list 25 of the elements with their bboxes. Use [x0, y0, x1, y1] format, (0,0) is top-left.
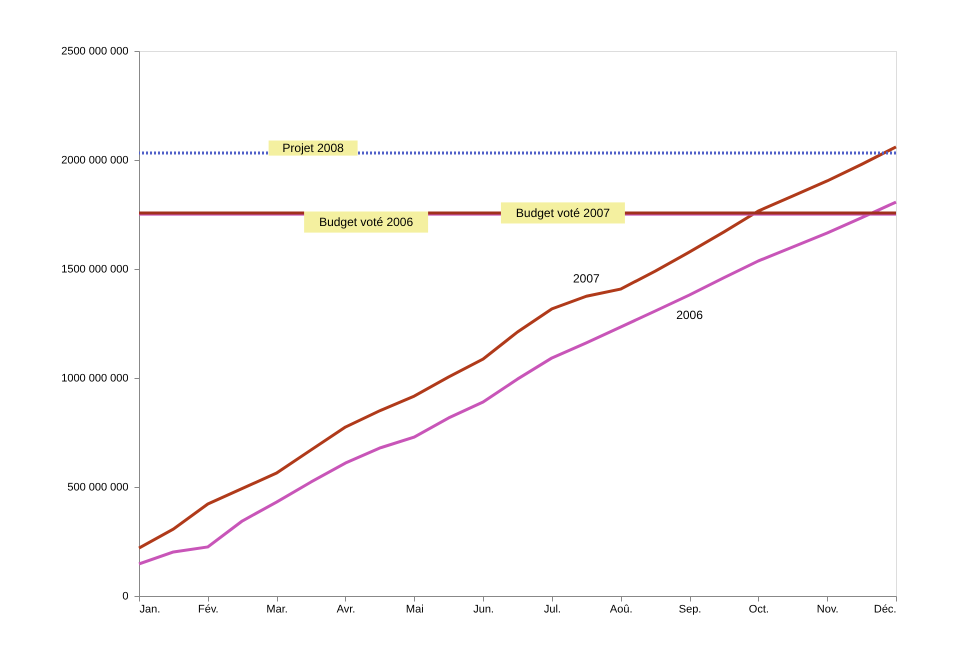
x-tick-label: Jul. — [544, 604, 561, 616]
ref-line-label: Budget voté 2007 — [516, 206, 610, 220]
x-tick-label: Mar. — [266, 604, 288, 616]
series-label: 2007 — [572, 271, 600, 286]
x-tick-label: Sep. — [678, 604, 702, 616]
y-tick-label: 1000 000 000 — [61, 372, 128, 384]
x-tick-label: Fév. — [198, 604, 219, 616]
y-tick-label: 0 — [122, 590, 128, 602]
x-tick-label: Jan. — [140, 604, 160, 616]
x-tick-label: Avr. — [336, 604, 356, 616]
x-tick-label: Aoû. — [610, 604, 633, 616]
y-tick-label: 2000 000 000 — [61, 154, 128, 166]
ref-line-label: Projet 2008 — [282, 141, 344, 156]
x-tick-label: Mai — [406, 604, 424, 616]
x-tick-label: Oct. — [748, 604, 769, 616]
x-tick-label: Nov. — [816, 604, 839, 616]
line-series — [138, 145, 898, 550]
series-label: 2006 — [676, 308, 704, 322]
line-series — [138, 200, 898, 566]
y-tick-label: 1500 000 000 — [61, 264, 128, 276]
y-tick-label: 2500 000 000 — [61, 46, 128, 58]
x-tick-label: Jun. — [473, 604, 494, 616]
ref-line-label: Budget voté 2006 — [319, 215, 414, 230]
y-tick-label: 500 000 000 — [67, 482, 128, 494]
x-tick-label: Déc. — [874, 604, 896, 616]
